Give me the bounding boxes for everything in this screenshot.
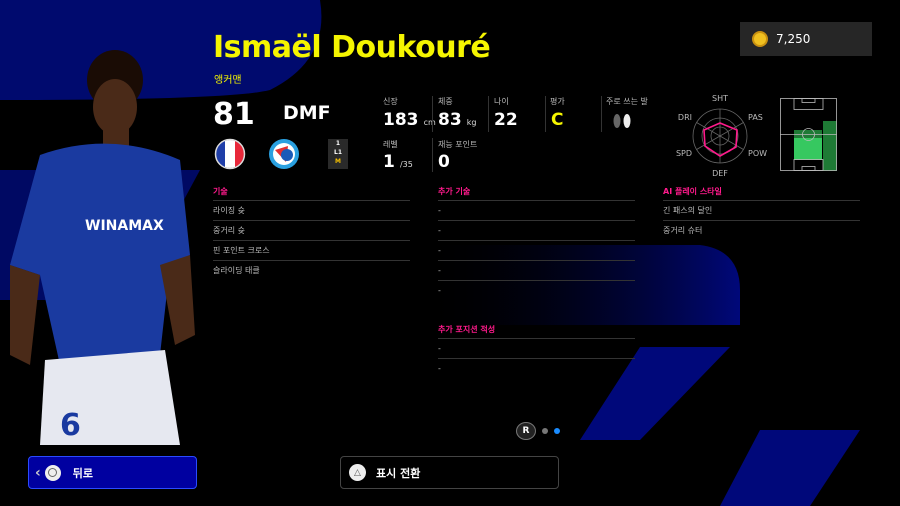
height-label: 신장 [383,97,398,106]
divider [601,96,602,132]
list-item: 중거리 슛 [213,220,410,240]
radar-label-sht: SHT [712,94,728,103]
r-stick-button[interactable]: R [516,422,536,440]
list-item: - [438,338,635,358]
page-dot-active[interactable] [554,428,560,434]
weight-number: 83 [438,110,462,130]
radar-label-pas: PAS [748,113,763,122]
list-item: - [438,220,635,240]
list-item: - [438,200,635,220]
list-item: 핀 포인트 크로스 [213,240,410,260]
height-value: 183 cm [383,110,436,130]
weight-value: 83 kg [438,110,476,130]
position-pitch-map [780,98,837,171]
talent-label: 재능 포인트 [438,140,478,149]
list-item: 라이징 슛 [213,200,410,220]
coin-value: 7,250 [776,32,811,46]
radar-label-def: DEF [712,169,728,178]
foot-label: 주로 쓰는 발 [606,97,648,106]
list-item: 중거리 슈터 [663,220,860,240]
svg-text:WINAMAX: WINAMAX [85,218,164,234]
toggle-display-button[interactable]: △ 표시 전환 [340,456,559,489]
weight-label: 체중 [438,97,453,106]
france-flag-icon [214,138,246,170]
svg-text:6: 6 [60,408,81,443]
back-label: 뒤로 [72,466,94,480]
weight-unit: kg [466,118,477,127]
list-item: 긴 패스의 달인 [663,200,860,220]
grade-label: 평가 [550,97,565,106]
player-playstyle: 앵커맨 [214,75,242,86]
height-number: 183 [383,110,419,130]
page-dot[interactable] [542,428,548,434]
divider [545,96,546,132]
divider [432,96,433,132]
coin-icon [752,31,768,47]
level-number: 1 [383,152,395,172]
feet-icon [613,114,631,128]
radar-label-pow: POW [748,149,767,158]
extra-skills-title: 추가 기술 [438,187,471,196]
radar-label-spd: SPD [676,149,692,158]
club-crest-icon [269,139,299,169]
extra-positions-title: 추가 포지션 적성 [438,325,496,334]
ai-styles-title: AI 플레이 스타일 [663,187,722,196]
age-label: 나이 [494,97,509,106]
list-item: - [438,260,635,280]
grade-value: C [551,110,564,130]
age-value: 22 [494,110,518,130]
list-item: - [438,240,635,260]
talent-value: 0 [438,152,450,172]
league-logo-icon: 1 L1 M [328,139,348,169]
height-unit: cm [423,118,436,127]
level-value: 1 /35 [383,152,413,172]
divider [432,138,433,172]
list-item: - [438,358,635,378]
level-max: /35 [399,160,413,169]
player-position: DMF [283,102,331,124]
back-button[interactable]: ‹ 뒤로 [28,456,197,489]
divider [488,96,489,132]
radar-label-dri: DRI [678,113,692,122]
player-portrait: 6 WINAMAX [10,50,195,445]
chevron-left-icon: ‹ [35,464,41,481]
overall-rating: 81 [213,97,255,132]
circle-button-icon [44,464,61,481]
radar-chart: SHT PAS POW DEF SPD DRI [676,94,767,178]
skills-title: 기술 [213,187,228,196]
level-label: 레벨 [383,140,398,149]
list-item: 슬라이딩 태클 [213,260,410,280]
coin-balance: 7,250 [740,22,872,56]
triangle-button-icon: △ [349,464,366,481]
list-item: - [438,280,635,300]
player-name: Ismaël Doukouré [213,30,491,65]
toggle-display-label: 표시 전환 [376,466,421,480]
